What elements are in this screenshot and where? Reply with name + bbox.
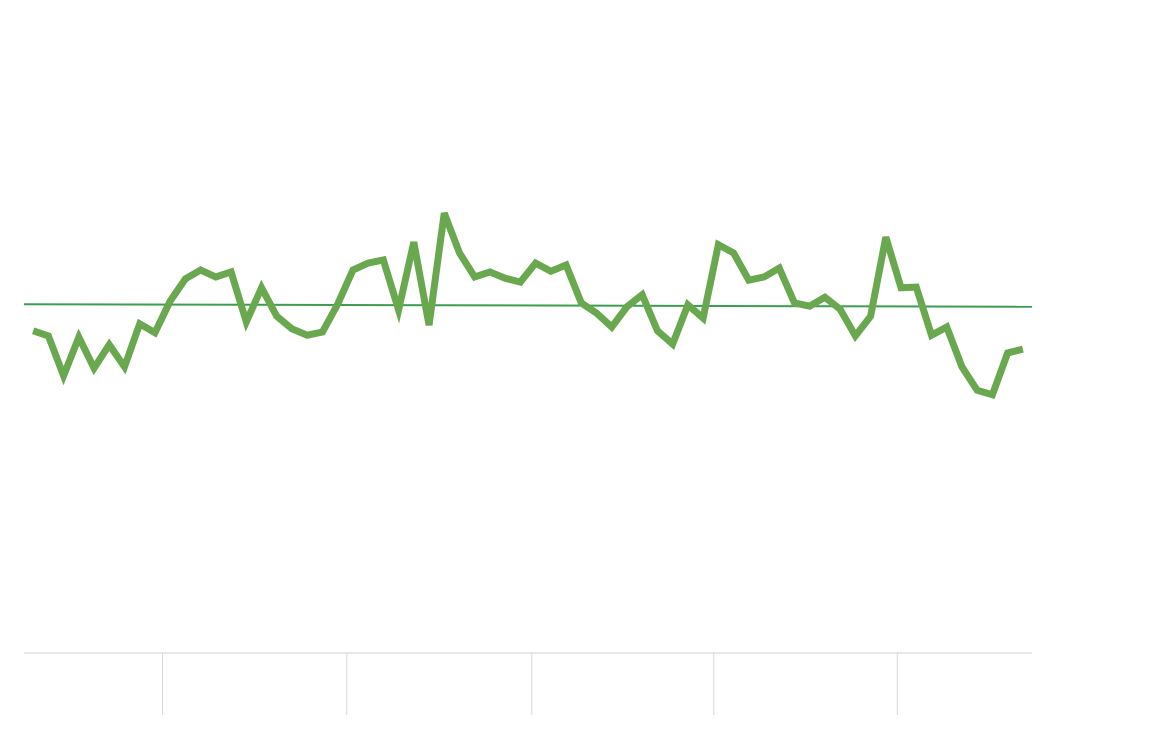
trend-line: [23, 303, 1033, 308]
series-line: [32, 211, 1024, 400]
